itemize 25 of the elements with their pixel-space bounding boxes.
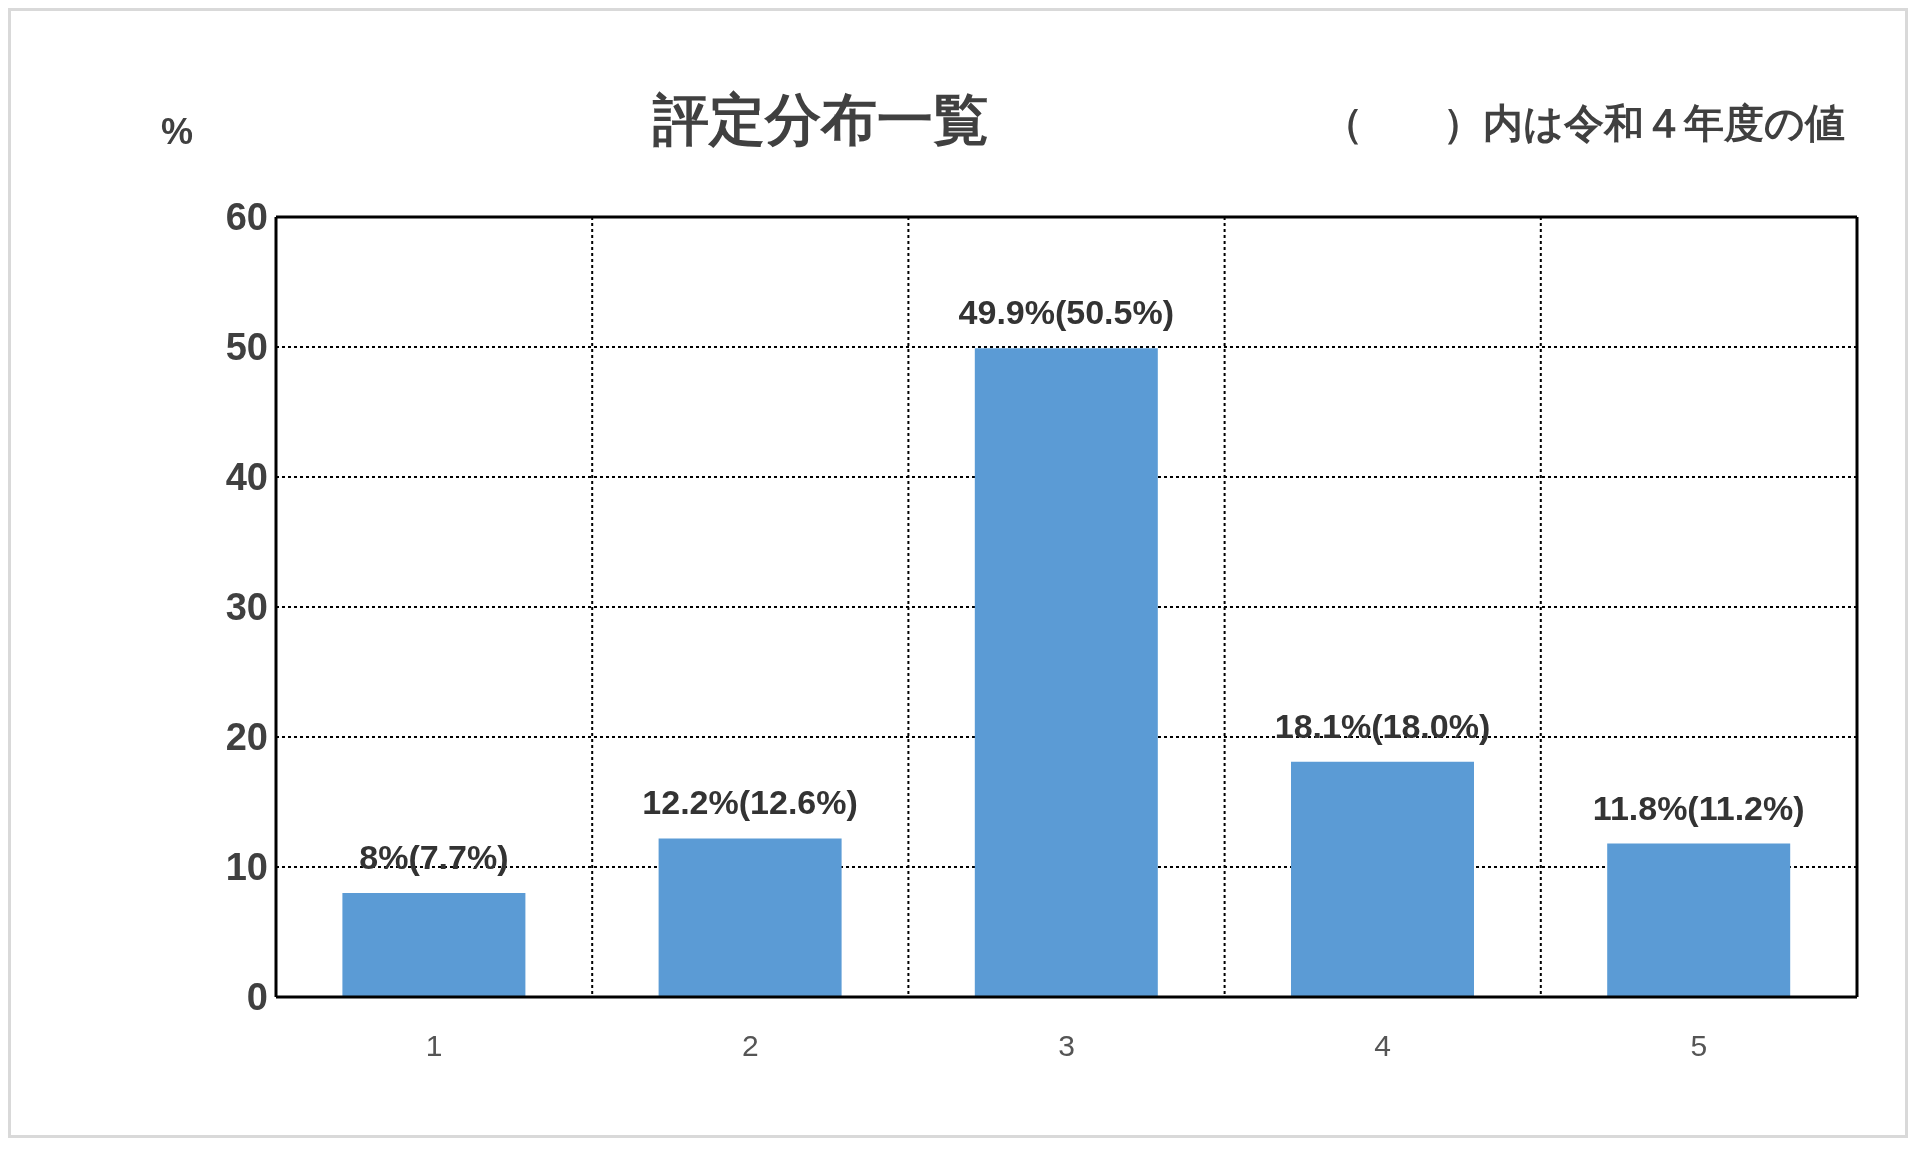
y-tick-label: 30 [225,586,268,629]
chart-title: 評定分布一覧 [651,87,990,153]
x-tick-label: 2 [741,1029,759,1063]
data-label: 49.9%(50.5%) [958,293,1175,332]
x-tick-label: 5 [1690,1029,1708,1063]
data-label: 8%(7.7%) [359,838,509,876]
text: （ ）内は令和４年度の値 [1323,100,1845,147]
bar [658,838,842,997]
bar [342,893,526,997]
x-tick-label: 3 [1058,1029,1075,1063]
y-tick-label: 60 [225,196,268,239]
y-tick-label: 50 [225,326,268,369]
y-tick-label: 10 [225,846,268,889]
y-tick-label: 40 [225,456,268,499]
bar [1607,843,1791,997]
y-axis-title: % [161,111,194,153]
x-tick-label: 4 [1374,1029,1392,1063]
data-label: 12.2%(12.6%) [642,783,858,822]
y-tick-label: 0 [246,976,268,1019]
bar [1291,761,1474,997]
y-tick-label: 20 [225,716,268,759]
x-tick-label: 1 [425,1029,443,1063]
bar [974,348,1158,997]
data-label: 18.1%(18.0%) [1274,706,1491,745]
data-label: 11.8%(11.2%) [1592,788,1805,827]
